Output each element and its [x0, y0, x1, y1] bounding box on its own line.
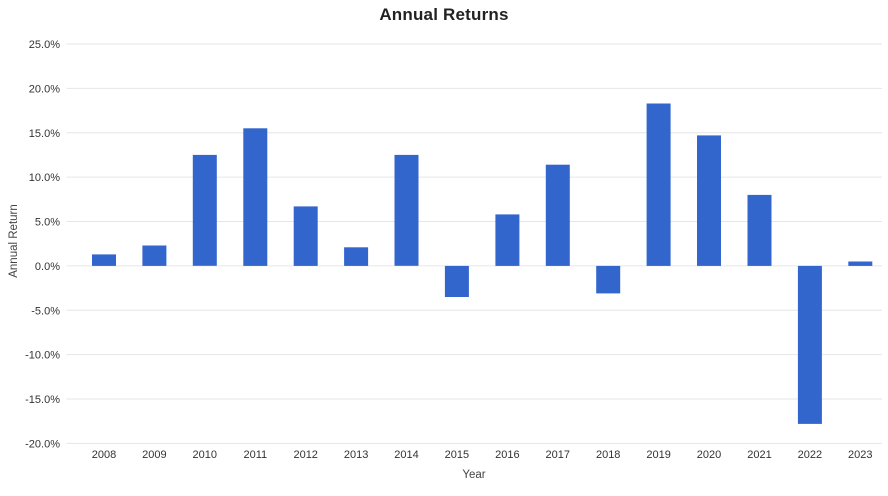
- bar-2021[interactable]: [747, 194, 772, 266]
- bar-2023[interactable]: [848, 261, 873, 266]
- x-tick-label-2018: 2018: [596, 449, 620, 461]
- bar-2011[interactable]: [243, 128, 268, 266]
- y-tick-label--20: -20.0%: [25, 438, 60, 450]
- x-tick-label-2016: 2016: [495, 449, 519, 461]
- x-tick-label-2010: 2010: [193, 449, 217, 461]
- bar-2017[interactable]: [545, 164, 570, 266]
- x-axis-title: Year: [462, 469, 485, 481]
- bar-2015[interactable]: [444, 265, 469, 297]
- y-tick-label--15: -15.0%: [25, 394, 60, 406]
- x-tick-label-2015: 2015: [445, 449, 469, 461]
- y-tick-label-5: 5.0%: [35, 217, 60, 229]
- y-tick-label-20: 20.0%: [29, 83, 60, 95]
- y-tick-label--5: -5.0%: [31, 305, 60, 317]
- x-tick-label-2008: 2008: [92, 449, 116, 461]
- x-tick-label-2012: 2012: [293, 449, 317, 461]
- chart-title: Annual Returns: [379, 5, 509, 24]
- x-tick-label-2014: 2014: [394, 449, 418, 461]
- bar-2022[interactable]: [797, 265, 822, 424]
- bar-2019[interactable]: [646, 103, 671, 266]
- bar-2020[interactable]: [697, 135, 721, 266]
- y-tick-label-0: 0.0%: [35, 261, 60, 273]
- y-axis-title: Annual Return: [8, 204, 20, 278]
- x-tick-label-2021: 2021: [747, 449, 771, 461]
- bar-2012[interactable]: [293, 206, 318, 266]
- y-tick-label--10: -10.0%: [25, 350, 60, 362]
- y-tick-label-10: 10.0%: [29, 172, 60, 184]
- x-tick-label-2011: 2011: [243, 449, 267, 461]
- bar-2016[interactable]: [495, 214, 520, 266]
- bar-2013[interactable]: [344, 247, 369, 266]
- bar-2018[interactable]: [596, 265, 621, 294]
- x-tick-label-2019: 2019: [646, 449, 670, 461]
- x-tick-label-2020: 2020: [697, 449, 721, 461]
- y-tick-label-25: 25.0%: [29, 39, 60, 51]
- y-tick-label-15: 15.0%: [29, 128, 60, 140]
- bar-2014[interactable]: [394, 154, 419, 266]
- x-tick-label-2013: 2013: [344, 449, 368, 461]
- bar-2010[interactable]: [192, 154, 217, 266]
- x-tick-label-2017: 2017: [546, 449, 570, 461]
- x-tick-label-2023: 2023: [848, 449, 872, 461]
- bar-2008[interactable]: [92, 254, 116, 266]
- bar-2009[interactable]: [142, 245, 167, 266]
- x-tick-label-2009: 2009: [142, 449, 166, 461]
- x-tick-label-2022: 2022: [798, 449, 822, 461]
